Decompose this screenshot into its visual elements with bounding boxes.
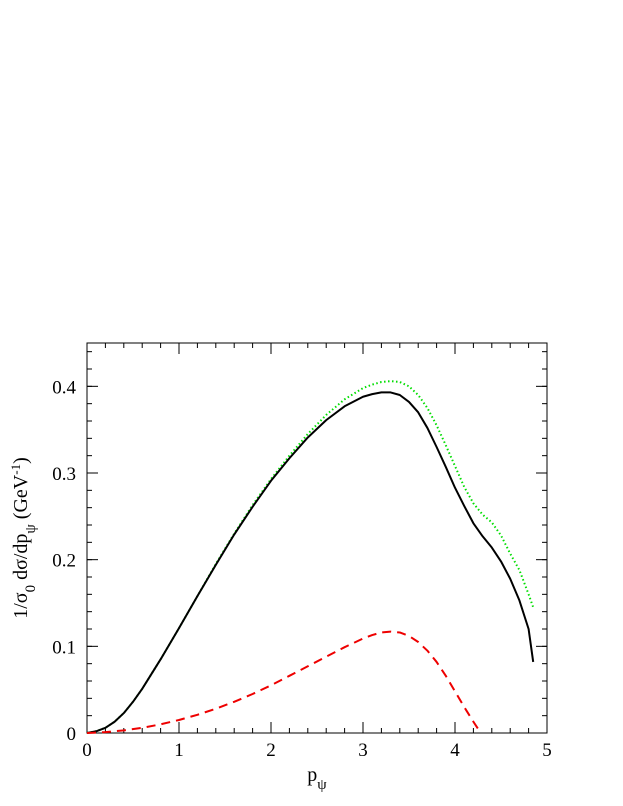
y-tick-label: 0.1 (52, 637, 76, 658)
x-tick-label: 2 (266, 740, 276, 761)
series-lines (86, 380, 535, 734)
series-line-2 (86, 391, 535, 734)
y-tick-labels: 0 0.1 0.2 0.3 0.4 (52, 377, 76, 745)
x-tick-label: 3 (358, 740, 368, 761)
x-tick-labels: 0 1 2 3 4 5 (82, 740, 552, 761)
major-ticks (86, 343, 548, 734)
x-tick-label: 0 (82, 740, 92, 761)
x-axis-label: pψ (307, 764, 327, 793)
y-tick-label: 0 (67, 724, 77, 745)
series-line-1 (86, 380, 535, 734)
y-tick-label: 0.2 (52, 551, 76, 572)
series-line-3 (86, 630, 482, 734)
minor-ticks (86, 343, 548, 734)
y-tick-label: 0.3 (52, 464, 76, 485)
x-tick-label: 1 (174, 740, 184, 761)
x-tick-label: 4 (450, 740, 460, 761)
y-tick-label: 0.4 (52, 377, 76, 398)
plot-frame (86, 342, 548, 734)
x-tick-label: 5 (542, 740, 552, 761)
y-axis-label: 1/σ0 dσ/dpψ (GeV-1) (8, 457, 40, 619)
